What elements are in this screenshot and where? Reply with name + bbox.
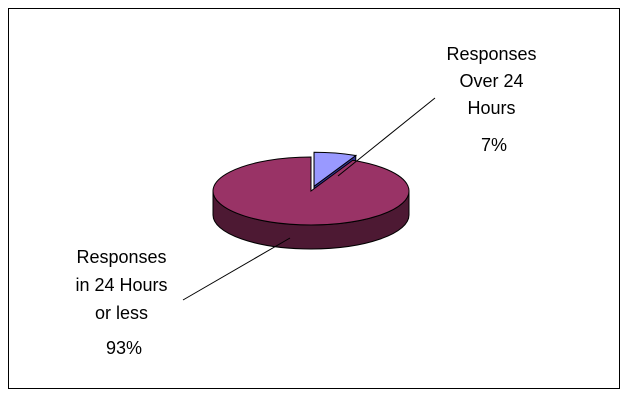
leader-line-in-24 bbox=[182, 237, 291, 301]
slice-label-over-24: Responses Over 24 Hours 7% bbox=[446, 44, 541, 155]
pie-slice-1 bbox=[212, 156, 410, 226]
leader-line-over-24 bbox=[337, 97, 436, 177]
pie-slice-0 bbox=[313, 151, 358, 188]
pie-layer bbox=[212, 151, 410, 250]
slice-label-in-24: Responses in 24 Hours or less 93% bbox=[75, 247, 172, 358]
